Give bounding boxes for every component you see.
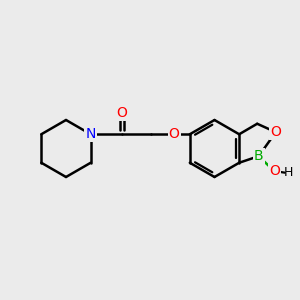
Text: O: O (169, 127, 179, 141)
Text: H: H (284, 166, 293, 179)
Text: O: O (269, 164, 280, 178)
Text: B: B (254, 149, 263, 163)
Text: N: N (85, 127, 96, 141)
Text: O: O (117, 106, 128, 120)
Text: O: O (270, 125, 281, 139)
